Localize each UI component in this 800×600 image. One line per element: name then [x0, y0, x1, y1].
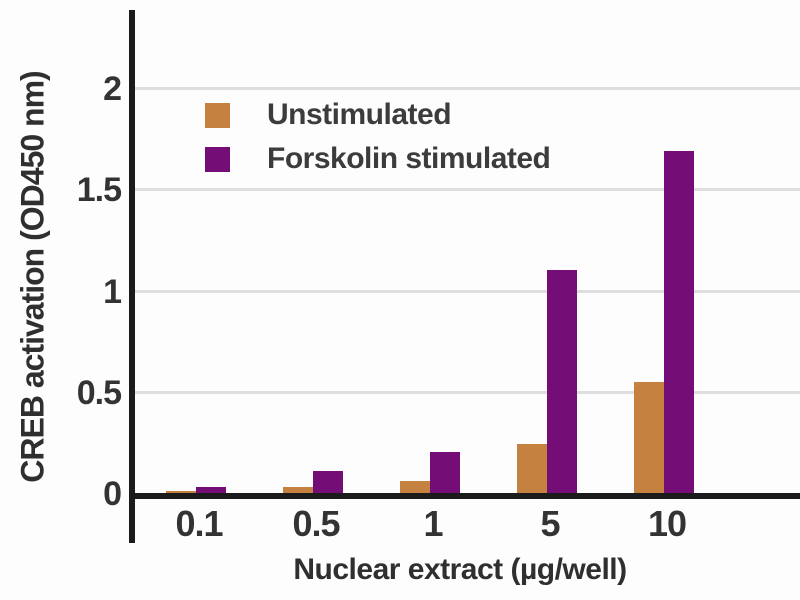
y-tick-label-0.5: 0.5 [76, 374, 122, 412]
y-tick-label-1: 1 [103, 273, 122, 311]
bar-unstimulated-0.5 [283, 487, 313, 493]
x-axis-title: Nuclear extract (µg/well) [293, 553, 627, 586]
y-tick-label-1.5: 1.5 [76, 171, 122, 209]
bar-unstimulated-5 [517, 444, 547, 493]
legend-swatch-unstimulated [205, 102, 230, 128]
bar-unstimulated-1 [400, 481, 430, 493]
bar-forskolin-stimulated-1 [430, 452, 460, 493]
gridline-1 [135, 290, 800, 293]
x-tick-label-10: 10 [647, 503, 687, 544]
bar-forskolin-stimulated-0.1 [196, 487, 226, 493]
gridline-0.5 [135, 391, 800, 394]
x-tick-label-5: 5 [540, 503, 560, 544]
bar-forskolin-stimulated-10 [664, 151, 694, 493]
y-tick-label-2: 2 [103, 70, 122, 108]
bar-unstimulated-0.1 [166, 491, 196, 493]
gridline-1.5 [135, 188, 800, 191]
bar-unstimulated-10 [634, 382, 664, 493]
bar-forskolin-stimulated-0.5 [313, 471, 343, 493]
x-axis-line [129, 493, 800, 499]
x-tick-label-0.1: 0.1 [175, 503, 223, 544]
legend-item-unstimulated: Unstimulated [205, 98, 550, 132]
bar-forskolin-stimulated-5 [547, 270, 577, 493]
legend-label-forskolin: Forskolin stimulated [267, 142, 551, 175]
y-axis-line [129, 10, 135, 543]
gridline-2 [135, 87, 800, 90]
legend: Unstimulated Forskolin stimulated [205, 98, 551, 176]
y-tick-label-0: 0 [103, 475, 122, 513]
legend-item-forskolin: Forskolin stimulated [205, 142, 551, 176]
legend-label-unstimulated: Unstimulated [267, 98, 452, 131]
legend-swatch-forskolin [205, 146, 230, 172]
x-tick-label-0.5: 0.5 [292, 503, 340, 544]
x-tick-label-1: 1 [423, 503, 443, 544]
